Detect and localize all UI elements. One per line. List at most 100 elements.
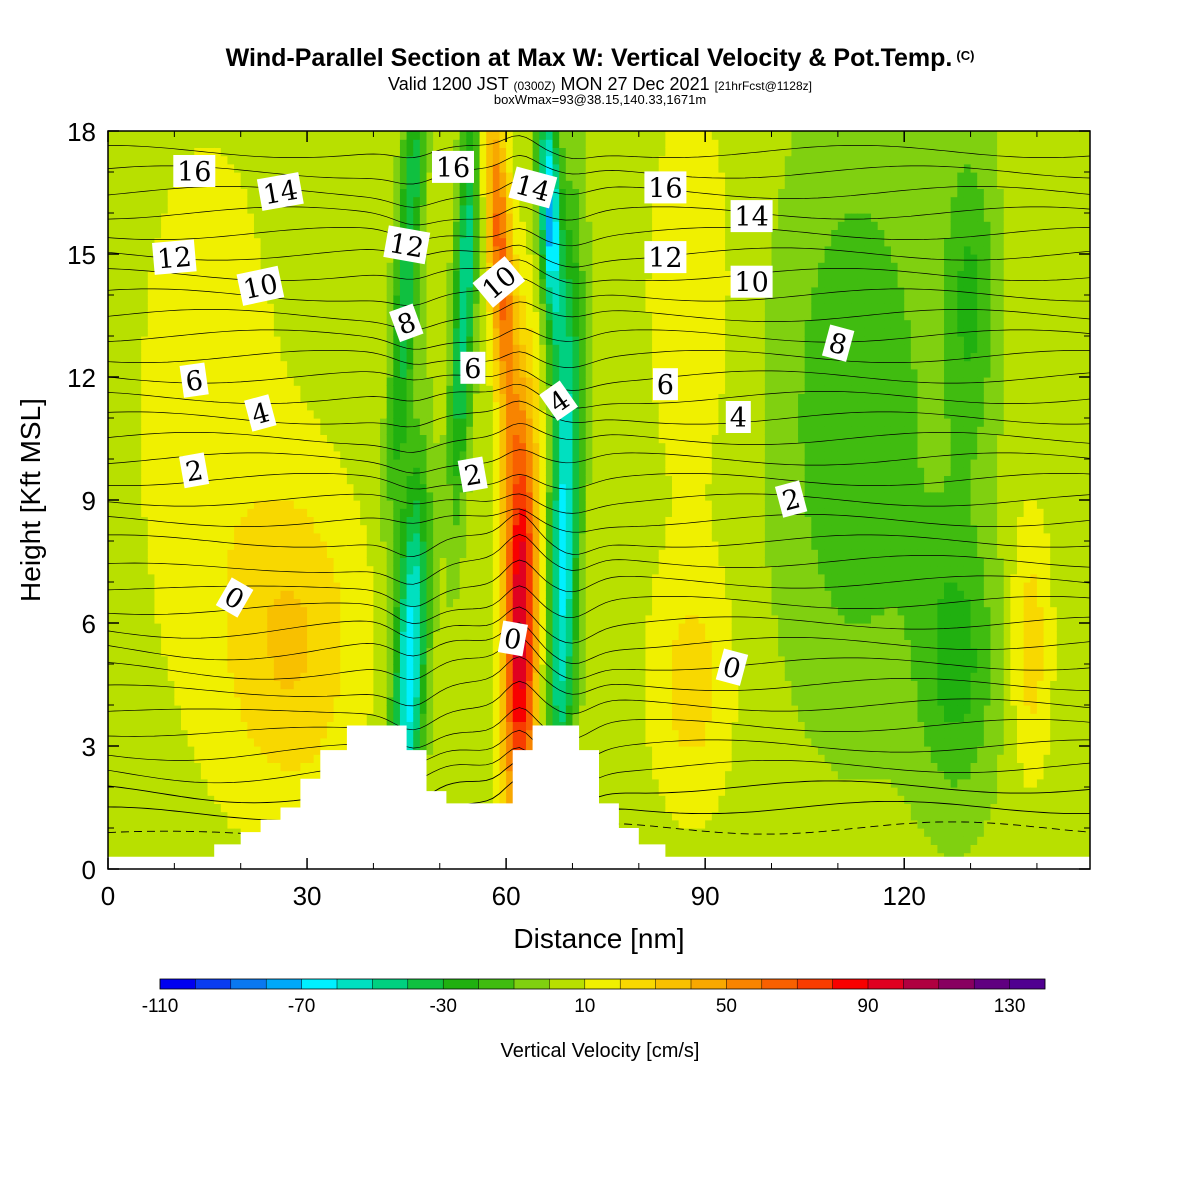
field-cell [320, 180, 328, 189]
field-cell [200, 573, 209, 583]
field-cell [313, 664, 321, 673]
field-cell [108, 549, 116, 558]
field-cell [147, 295, 156, 304]
field-cell [426, 229, 434, 239]
field-cell [360, 278, 368, 288]
field-cell [161, 270, 169, 280]
field-cell [127, 688, 136, 698]
field-cell [287, 139, 295, 148]
field-cell [419, 139, 428, 148]
field-cell [161, 795, 169, 804]
field-cell [267, 262, 275, 271]
field-cell [267, 590, 275, 599]
field-cell [114, 213, 122, 222]
field-cell [446, 713, 454, 722]
field-cell [240, 696, 248, 706]
field-cell [293, 532, 302, 542]
field-cell [380, 229, 388, 239]
field-cell [320, 303, 328, 312]
field-cell [167, 541, 175, 550]
field-cell [399, 286, 408, 296]
field-cell [227, 270, 235, 280]
field-cell [426, 336, 434, 345]
field-cell [174, 811, 182, 821]
field-cell [380, 688, 388, 698]
field-cell [240, 368, 248, 378]
field-cell [267, 811, 275, 821]
field-cell [227, 475, 235, 485]
field-cell [154, 590, 162, 599]
field-cell [280, 672, 288, 681]
field-cell [366, 442, 375, 452]
field-cell [313, 565, 321, 575]
field-cell [340, 713, 348, 722]
field-cell [326, 163, 335, 173]
field-cell [267, 434, 275, 444]
field-cell [240, 344, 248, 353]
field-cell [180, 442, 189, 452]
field-cell [134, 475, 142, 485]
field-cell [393, 467, 401, 476]
field-cell [134, 311, 142, 321]
field-cell [413, 180, 421, 189]
field-cell [353, 565, 361, 575]
field-cell [240, 229, 248, 239]
field-cell [174, 426, 182, 435]
field-cell [234, 565, 242, 575]
field-cell [360, 573, 368, 583]
field-cell [320, 614, 328, 624]
field-cell [127, 508, 136, 517]
field-cell [406, 459, 414, 468]
field-cell [453, 770, 461, 780]
field-cell [280, 696, 288, 706]
field-cell [108, 664, 116, 673]
field-cell [307, 655, 315, 665]
field-cell [320, 426, 328, 435]
field-cell [353, 368, 361, 378]
field-cell [127, 598, 136, 608]
field-cell [240, 803, 248, 813]
field-cell [399, 500, 408, 509]
field-cell [227, 245, 235, 255]
field-cell [300, 270, 308, 280]
field-cell [273, 221, 282, 230]
field-cell [300, 418, 308, 427]
field-cell [419, 467, 428, 476]
field-cell [426, 401, 434, 411]
field-cell [180, 188, 189, 198]
field-cell [174, 524, 182, 534]
field-cell [253, 368, 262, 378]
field-cell [453, 647, 461, 657]
field-cell [287, 672, 295, 681]
field-cell [114, 286, 122, 296]
field-cell [326, 434, 335, 444]
field-cell [194, 491, 202, 501]
field-cell [227, 631, 235, 640]
field-cell [154, 155, 162, 165]
field-cell [180, 196, 189, 206]
field-cell [453, 180, 461, 189]
field-cell [446, 286, 454, 296]
field-cell [114, 237, 122, 247]
field-cell [466, 557, 474, 567]
field-cell [127, 500, 136, 509]
field-cell [373, 467, 381, 476]
field-cell [273, 606, 282, 616]
field-cell [127, 245, 136, 255]
field-cell [393, 180, 401, 189]
field-cell [366, 623, 375, 632]
field-cell [326, 245, 335, 255]
valid-prefix: Valid 1200 JST [388, 74, 509, 94]
field-cell [293, 778, 302, 788]
field-cell [108, 385, 116, 394]
field-cell [200, 655, 209, 665]
field-cell [253, 344, 262, 353]
field-cell [154, 778, 162, 788]
field-cell [472, 705, 481, 714]
field-cell [207, 426, 215, 435]
field-cell [194, 737, 202, 747]
field-cell [426, 762, 434, 772]
field-cell [320, 196, 328, 206]
field-cell [313, 582, 321, 591]
field-cell [333, 278, 341, 288]
